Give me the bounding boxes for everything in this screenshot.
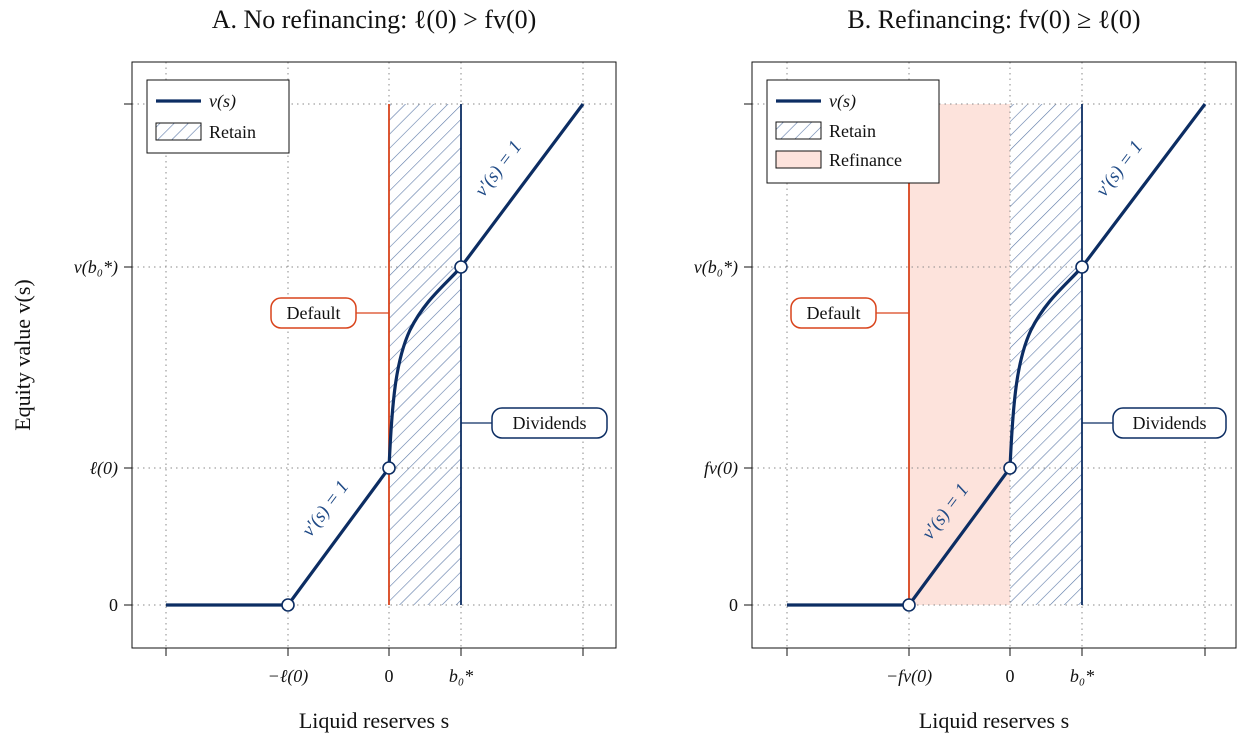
y-tick-label: v(b₀*) bbox=[74, 257, 118, 278]
default-callout-label: Default bbox=[807, 303, 861, 323]
legend-hatch-swatch bbox=[155, 122, 202, 141]
y-tick-label: ℓ(0) bbox=[90, 458, 119, 479]
dividends-callout bbox=[491, 407, 608, 439]
panel-b-title: B. Refinancing: fv(0) ≥ ℓ(0) bbox=[847, 5, 1140, 34]
dividends-callout-label: Dividends bbox=[1133, 413, 1207, 433]
panel-a-title: A. No refinancing: ℓ(0) > fv(0) bbox=[212, 5, 537, 34]
x-tick-label: −fv(0) bbox=[886, 666, 932, 687]
grid bbox=[132, 62, 616, 648]
x-tick-label: b₀* bbox=[1070, 666, 1094, 686]
legend-label: Retain bbox=[209, 122, 256, 142]
default-callout bbox=[790, 297, 877, 329]
slope-annotation-lower: v′(s) = 1 bbox=[298, 477, 354, 541]
kink-point-lower bbox=[281, 598, 295, 612]
value-function-line bbox=[787, 103, 1207, 607]
y-tick-label: v(b₀*) bbox=[694, 257, 738, 278]
dividends-callout-label: Dividends bbox=[513, 413, 587, 433]
value-function-line bbox=[166, 103, 585, 607]
kink-point-zero bbox=[1003, 461, 1017, 475]
legend: v(s) Retain Refinance bbox=[766, 79, 940, 184]
y-tick-label: fv(0) bbox=[704, 458, 738, 479]
default-callout bbox=[270, 297, 357, 329]
y-tick-label: 0 bbox=[109, 595, 118, 615]
kink-point-dividend bbox=[454, 260, 468, 274]
legend-fill-swatch bbox=[775, 150, 822, 169]
legend-label: Retain bbox=[829, 121, 876, 141]
legend-hatch-swatch bbox=[775, 121, 822, 140]
refinance-region bbox=[909, 104, 1010, 605]
kink-point-dividend bbox=[1075, 260, 1089, 274]
panel-b: B. Refinancing: fv(0) ≥ ℓ(0) bbox=[694, 5, 1237, 733]
legend-label: v(s) bbox=[209, 91, 236, 112]
y-axis-label: Equity value v(s) bbox=[10, 279, 35, 431]
legend-label: v(s) bbox=[829, 91, 856, 112]
x-axis-label: Liquid reserves s bbox=[299, 708, 449, 733]
panel-b-frame bbox=[751, 61, 1237, 649]
x-tick-label: −ℓ(0) bbox=[268, 666, 309, 687]
panel-a: A. No refinancing: ℓ(0) > fv(0) bbox=[74, 5, 617, 733]
x-axis-label: Liquid reserves s bbox=[919, 708, 1069, 733]
default-callout-label: Default bbox=[287, 303, 341, 323]
kink-point-lower bbox=[902, 598, 916, 612]
panel-a-frame bbox=[131, 61, 617, 649]
x-tick-label: 0 bbox=[1006, 666, 1015, 686]
legend: v(s) Retain bbox=[146, 79, 290, 154]
dividends-callout bbox=[1112, 407, 1227, 439]
grid bbox=[752, 62, 1236, 648]
legend-label: Refinance bbox=[829, 150, 902, 170]
x-tick-label: b₀* bbox=[449, 666, 473, 686]
kink-point-zero bbox=[382, 461, 396, 475]
x-tick-label: 0 bbox=[385, 666, 394, 686]
y-tick-label: 0 bbox=[729, 595, 738, 615]
